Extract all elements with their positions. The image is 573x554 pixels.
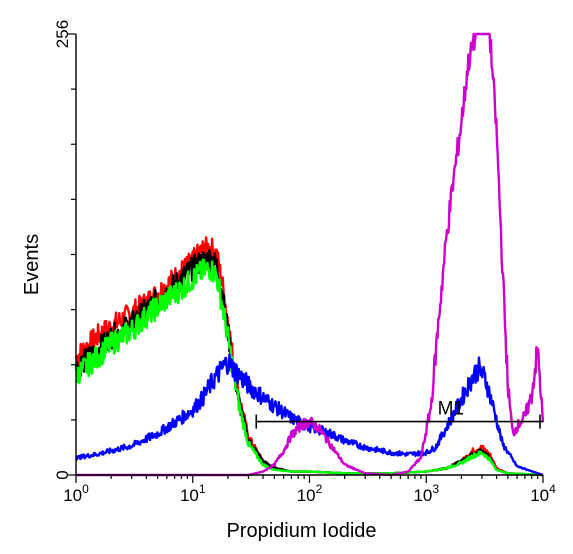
gate-label: M1 — [438, 399, 464, 420]
y-tick-label: 0 — [53, 470, 72, 479]
y-tick-label: 256 — [53, 20, 72, 48]
x-tick-label: 101 — [180, 482, 206, 505]
x-axis-title: Propidium Iodide — [226, 520, 376, 542]
axis-labels: Propidium Iodide Events — [21, 234, 377, 542]
histogram-series-5 — [75, 32, 545, 477]
x-tick-label: 103 — [413, 482, 439, 505]
axis-frame — [75, 34, 543, 476]
histogram-series-3 — [74, 258, 544, 477]
x-tick-label: 100 — [63, 482, 89, 505]
y-axis-title: Events — [21, 234, 43, 295]
x-tick-label: 102 — [297, 482, 323, 505]
x-tick-label: 104 — [530, 482, 556, 505]
histogram-traces — [74, 32, 545, 477]
m1-gate: M1 — [255, 399, 543, 429]
axes: 0 256 100 101 102 103 104 — [53, 20, 556, 505]
